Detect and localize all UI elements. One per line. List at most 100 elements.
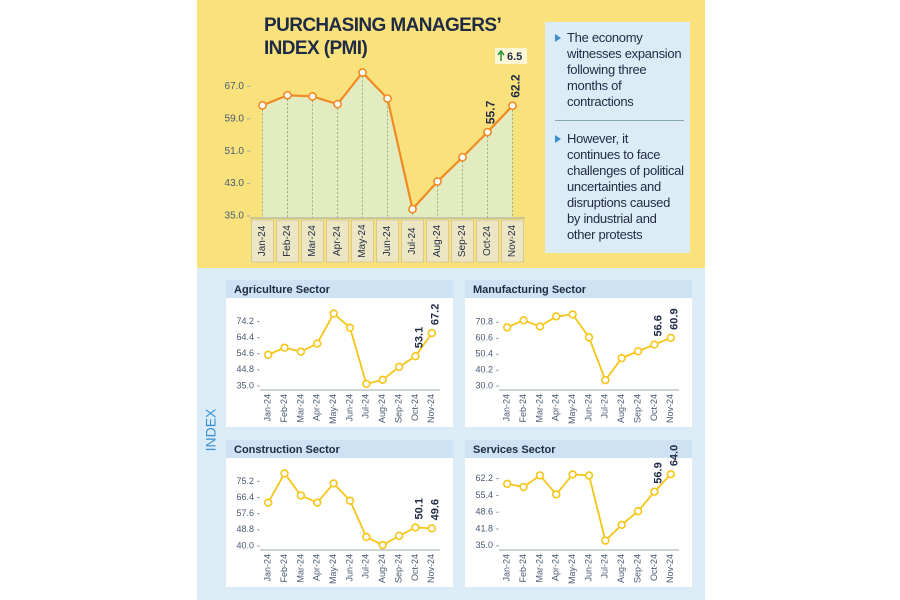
category-box <box>401 219 424 263</box>
marker <box>358 68 367 77</box>
x-tick-label: Sep-24 <box>632 394 642 423</box>
x-tick-label: Jan-24 <box>257 225 268 256</box>
marker <box>362 379 371 389</box>
marker <box>519 316 528 325</box>
index-label: INDEX <box>203 408 219 451</box>
y-tick-label: 48.6 <box>475 507 493 517</box>
marker <box>394 531 404 541</box>
x-tick-label: Feb-24 <box>282 225 293 257</box>
separator <box>555 120 684 121</box>
marker <box>666 469 676 479</box>
y-tick-label: 43.0 <box>225 178 245 189</box>
bullet: However, it continues to face challenges… <box>555 131 684 243</box>
category-box <box>426 219 449 263</box>
category-box <box>451 219 474 263</box>
marker <box>296 347 306 356</box>
marker <box>666 333 676 343</box>
value-label: 55.7 <box>484 100 498 124</box>
x-tick-label: Jun-24 <box>382 225 393 256</box>
value-label: 60.9 <box>669 308 681 329</box>
value-label: 64.0 <box>669 445 681 466</box>
marker <box>502 479 512 489</box>
x-tick-label: Aug-24 <box>377 554 387 583</box>
marker <box>433 177 442 186</box>
marker <box>383 94 392 103</box>
y-tick-label: 59.0 <box>225 113 245 124</box>
x-tick-label: Sep-24 <box>632 554 642 583</box>
marker <box>427 328 437 338</box>
x-tick-label: Oct-24 <box>410 394 420 421</box>
x-tick-label: Jul-24 <box>407 227 418 255</box>
x-tick-label: Jan-24 <box>502 554 512 582</box>
x-tick-label: Feb-24 <box>518 554 528 583</box>
category-box <box>501 219 524 263</box>
x-tick-label: Jun-24 <box>344 394 354 422</box>
category-box <box>276 219 299 263</box>
y-tick-label: 30.0 <box>475 380 493 390</box>
panel-title-bar <box>465 440 692 458</box>
x-tick-label: Jan-24 <box>263 394 273 422</box>
y-tick-label: 35.0 <box>475 540 493 550</box>
marker <box>601 375 610 385</box>
y-tick-label: 40.0 <box>236 540 254 550</box>
marker <box>378 375 387 385</box>
x-tick-label: Jul-24 <box>361 394 371 419</box>
y-tick-label: 35.0 <box>225 211 245 222</box>
marker <box>427 524 437 533</box>
marker <box>280 469 289 478</box>
value-label: 62.2 <box>509 74 523 98</box>
panel <box>226 440 453 587</box>
x-tick-label: Oct-24 <box>482 226 493 256</box>
marker <box>617 520 626 530</box>
x-tick-label: Sep-24 <box>457 224 468 257</box>
x-tick-label: Feb-24 <box>279 554 289 583</box>
marker <box>258 100 267 110</box>
x-tick-label: Nov-24 <box>507 224 518 257</box>
marker <box>650 340 659 349</box>
y-tick-label: 62.2 <box>475 473 493 483</box>
x-tick-label: Oct-24 <box>649 554 659 581</box>
marker <box>411 352 420 361</box>
x-tick-label: May-24 <box>357 224 368 258</box>
y-tick-label: 44.8 <box>236 364 254 374</box>
marker <box>408 204 417 214</box>
y-tick-label: 41.8 <box>475 523 493 533</box>
marker <box>329 479 338 488</box>
marker <box>411 523 420 532</box>
panel-title-bar <box>226 440 453 458</box>
x-tick-label: Nov-24 <box>426 394 436 423</box>
marker <box>362 532 371 542</box>
x-tick-label: Jan-24 <box>502 394 512 422</box>
x-tick-label: Apr-24 <box>332 226 343 256</box>
marker <box>345 496 355 505</box>
marker <box>313 498 322 507</box>
value-label: 49.6 <box>430 499 442 520</box>
panel-title: Agriculture Sector <box>234 284 331 296</box>
panel <box>465 280 692 427</box>
x-tick-label: Sep-24 <box>393 394 403 423</box>
y-tick-label: 40.2 <box>475 365 493 375</box>
y-tick-label: 74.2 <box>236 316 254 326</box>
x-tick-label: May-24 <box>567 554 577 584</box>
value-label: 56.6 <box>652 315 664 336</box>
marker <box>617 353 626 363</box>
marker <box>483 127 492 137</box>
marker <box>568 310 577 319</box>
x-tick-label: Apr-24 <box>312 554 322 581</box>
annotation: 6.5 <box>507 51 522 63</box>
main-title: PURCHASING MANAGERS’ INDEX (PMI) <box>264 15 501 59</box>
x-tick-label: May-24 <box>328 554 338 584</box>
marker <box>633 347 643 356</box>
y-tick-label: 55.4 <box>475 490 493 500</box>
panel <box>465 440 692 587</box>
marker <box>394 362 404 372</box>
x-tick-label: Jul-24 <box>600 554 610 579</box>
y-tick-label: 67.0 <box>225 81 245 92</box>
marker <box>535 471 545 480</box>
marker <box>502 323 512 332</box>
marker <box>633 507 643 516</box>
value-label: 56.9 <box>652 462 664 483</box>
x-tick-label: Nov-24 <box>665 394 675 423</box>
